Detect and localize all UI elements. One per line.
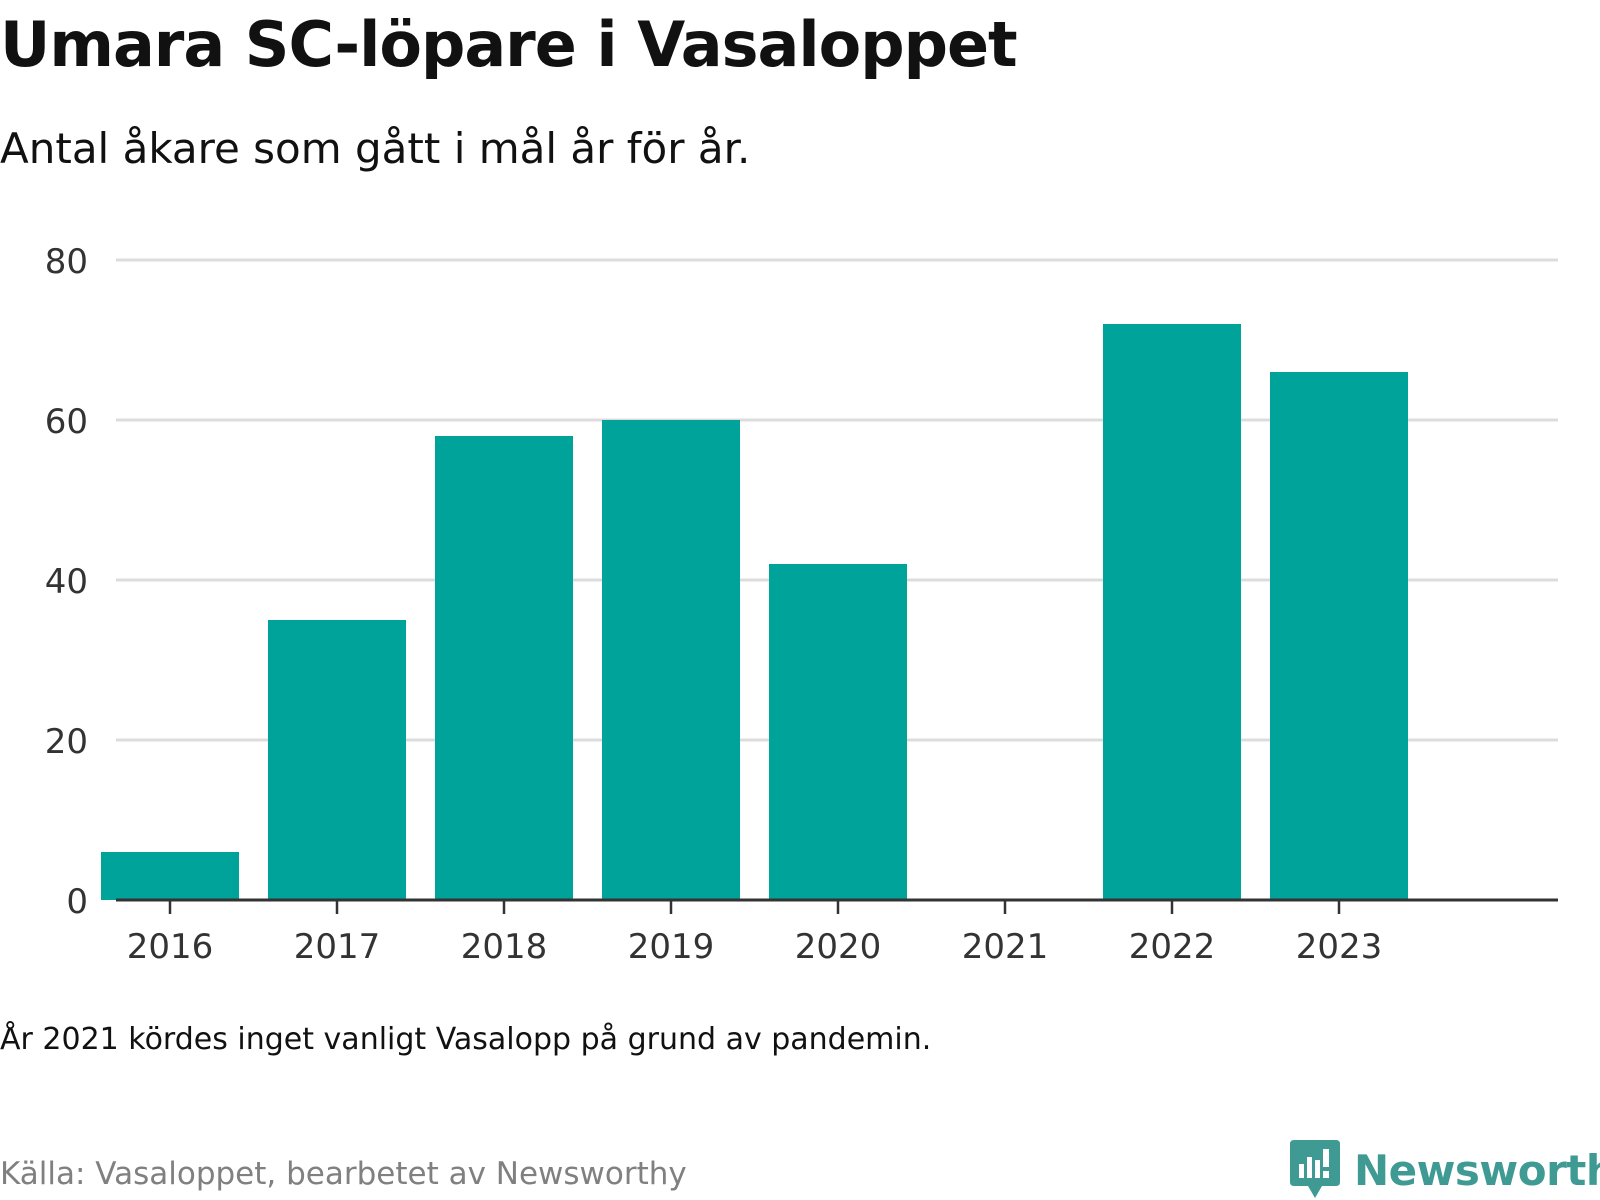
newsworthy-logo: Newsworthy [1290,1140,1600,1200]
bar-2018 [435,436,573,900]
x-axis-ticks: 2016 2017 2018 2019 2020 2021 2022 2023 [127,900,1383,967]
source-credit: Källa: Vasaloppet, bearbetet av Newswort… [0,1156,687,1192]
y-tick-label: 20 [45,722,88,762]
y-axis-ticks: 0 20 40 60 80 [45,242,88,922]
x-tick-label: 2016 [127,927,214,967]
y-tick-label: 40 [45,562,88,602]
bar-2017 [268,620,406,900]
y-tick-label: 80 [45,242,88,282]
bar-2020 [769,564,907,900]
bar-2019 [602,420,740,900]
x-tick-label: 2023 [1296,927,1383,967]
x-tick-label: 2017 [294,927,381,967]
bar-2022 [1103,324,1241,900]
bars [101,324,1408,900]
chart-title: Umara SC-löpare i Vasaloppet [0,8,1018,81]
newsworthy-logo-icon [1290,1140,1340,1198]
bar-2016 [101,852,239,900]
newsworthy-logo-text: Newsworthy [1354,1145,1600,1195]
x-tick-label: 2019 [628,927,715,967]
x-tick-label: 2018 [461,927,548,967]
x-tick-label: 2022 [1129,927,1216,967]
x-tick-label: 2020 [795,927,882,967]
bar-2023 [1270,372,1408,900]
y-tick-label: 0 [66,882,88,922]
y-tick-label: 60 [45,402,88,442]
chart-subtitle: Antal åkare som gått i mål år för år. [0,124,751,173]
footnote: År 2021 kördes inget vanligt Vasalopp på… [0,1022,932,1057]
x-tick-label: 2021 [962,927,1049,967]
